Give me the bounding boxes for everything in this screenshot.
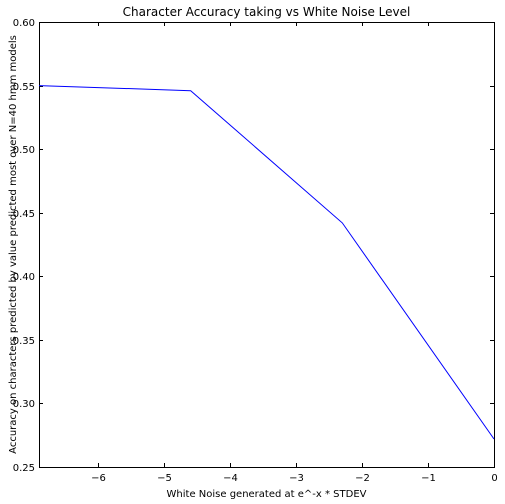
- y-tick-label: 0.25: [13, 463, 35, 474]
- x-tick-label: −1: [421, 473, 436, 484]
- x-tick-label: 0: [491, 473, 497, 484]
- x-tick-label: −4: [223, 473, 238, 484]
- y-tick-label: 0.55: [13, 82, 35, 93]
- x-tick-label: −3: [289, 473, 304, 484]
- plot-area: [39, 22, 495, 468]
- y-tick-label: 0.60: [13, 18, 35, 29]
- y-axis-label: Accuracy on characters predicted by valu…: [8, 35, 19, 454]
- y-tick-label: 0.45: [13, 209, 35, 220]
- series-layer: [38, 85, 495, 440]
- y-tick-label: 0.30: [13, 399, 35, 410]
- x-axis-label: White Noise generated at e^-x * STDEV: [167, 489, 367, 500]
- y-tick-label: 0.35: [13, 336, 35, 347]
- x-axis-ticks: −6 −5 −4 −3 −2 −1 0: [91, 22, 498, 484]
- x-tick-label: −2: [355, 473, 370, 484]
- x-tick-label: −6: [91, 473, 106, 484]
- chart-title: Character Accuracy taking vs White Noise…: [123, 5, 411, 19]
- series-line-0: [38, 85, 495, 440]
- x-tick-label: −5: [157, 473, 172, 484]
- y-tick-label: 0.50: [13, 145, 35, 156]
- y-axis-ticks: 0.25 0.30 0.35 0.40 0.45 0.50 0.55 0.60: [13, 18, 494, 474]
- y-tick-label: 0.40: [13, 272, 35, 283]
